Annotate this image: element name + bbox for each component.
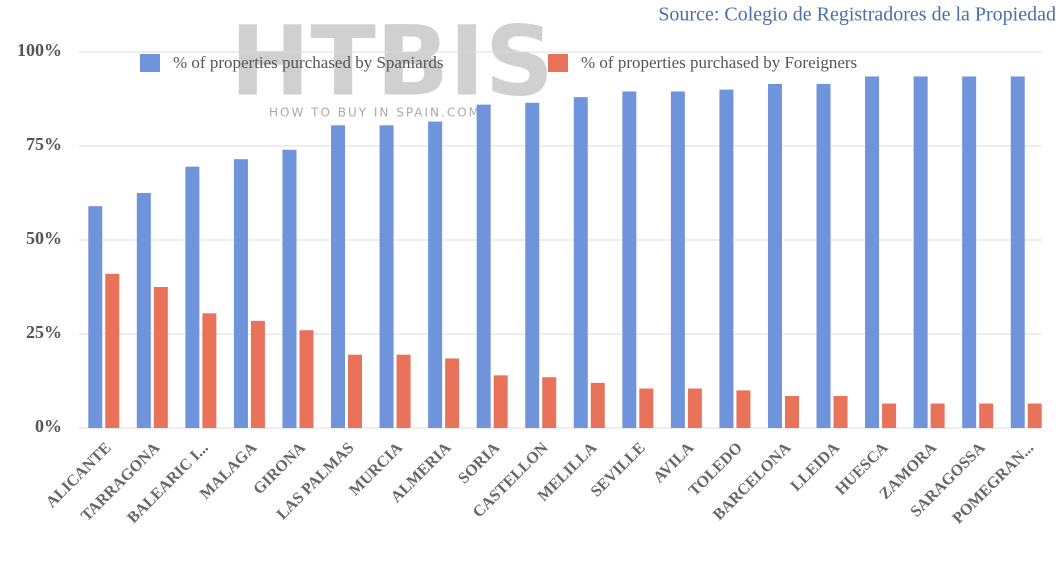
y-tick-label: 50% <box>26 228 62 248</box>
bar <box>379 125 394 428</box>
legend-swatch <box>548 54 568 72</box>
bar <box>639 388 654 428</box>
bar <box>784 396 799 428</box>
bar <box>687 388 702 428</box>
bar <box>670 91 685 428</box>
bar <box>88 206 103 428</box>
bar <box>1027 403 1042 428</box>
bar <box>282 149 297 428</box>
bar <box>493 375 508 428</box>
x-tick-label: AVILA <box>650 439 697 486</box>
legend-label: % of properties purchased by Spaniards <box>173 53 444 72</box>
bar <box>476 104 491 428</box>
bar <box>833 396 848 428</box>
bar <box>202 313 217 428</box>
bar <box>348 354 363 428</box>
watermark: HTBIS <box>230 5 554 117</box>
bar <box>299 330 314 428</box>
x-tick-label: SORIA <box>455 439 503 487</box>
bar <box>865 76 880 428</box>
bar <box>719 89 734 428</box>
y-tick-label: 75% <box>26 134 62 154</box>
source: Source: Colegio de Registradores de la P… <box>658 4 1056 26</box>
bar <box>1010 76 1025 428</box>
bar <box>428 121 443 428</box>
bar <box>525 102 540 428</box>
bar <box>767 83 782 429</box>
bar <box>816 83 831 429</box>
bar <box>445 358 460 428</box>
bar <box>962 76 977 428</box>
bar <box>622 91 637 428</box>
bar <box>105 273 120 428</box>
bar <box>736 390 751 428</box>
bar <box>153 287 168 428</box>
watermark-subtitle: HOW TO BUY IN SPAIN.COM <box>269 106 481 120</box>
bar <box>136 193 151 428</box>
bar <box>882 403 897 428</box>
y-tick-label: 25% <box>26 322 62 342</box>
y-tick-label: 0% <box>35 416 62 436</box>
bar <box>542 377 557 428</box>
bar <box>979 403 994 428</box>
bar <box>590 382 605 428</box>
bar <box>930 403 945 428</box>
bar <box>233 159 248 428</box>
bar <box>250 320 265 428</box>
bar <box>396 354 411 428</box>
legend-swatch <box>140 54 160 72</box>
bar <box>185 166 200 428</box>
bar <box>913 76 928 428</box>
bar <box>331 125 346 428</box>
bar <box>573 97 588 429</box>
legend-label: % of properties purchased by Foreigners <box>581 53 857 72</box>
y-tick-label: 100% <box>17 40 62 60</box>
